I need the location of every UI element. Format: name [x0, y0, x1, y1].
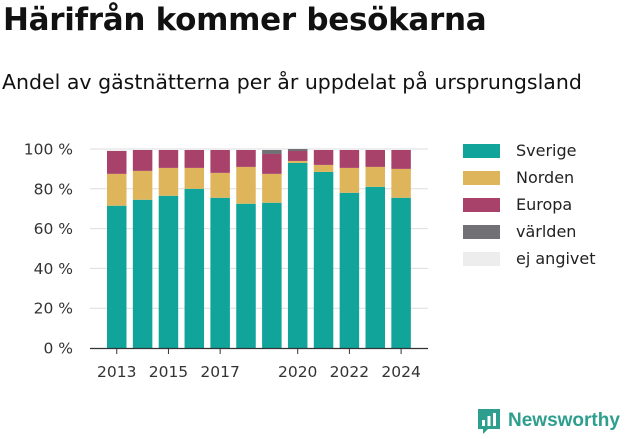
legend-swatch	[463, 197, 500, 212]
bar-segment	[339, 149, 360, 168]
legend-item-varlden: världen	[463, 218, 596, 245]
bar-segment	[313, 149, 334, 165]
bar-segment	[262, 149, 282, 150]
bar-segment	[339, 167, 360, 193]
brand-name: Newsworthy	[508, 410, 620, 431]
bar-segment	[132, 170, 153, 200]
legend-label: Europa	[516, 195, 573, 214]
x-tick-label: 2017	[200, 363, 239, 381]
x-axis	[90, 347, 428, 354]
bar-segment	[107, 150, 127, 174]
bar-segment	[210, 197, 230, 348]
bar-segment	[339, 192, 360, 348]
x-tick-label: 2022	[330, 363, 369, 381]
bar-segment	[287, 162, 308, 348]
bar-segment	[365, 186, 385, 348]
newsworthy-logo: Newsworthy	[476, 407, 620, 435]
bar-segment	[184, 149, 205, 150]
legend-label: Norden	[516, 168, 575, 187]
bar-segment	[236, 149, 256, 167]
bar-segment	[132, 149, 153, 150]
bar-segment	[287, 150, 308, 161]
bar-segment	[391, 149, 411, 169]
bar-segment	[391, 197, 411, 348]
legend-swatch	[463, 224, 500, 239]
bar-segment	[313, 171, 334, 348]
bar-segment	[262, 149, 282, 154]
bar-segment	[184, 188, 205, 348]
bar-segment	[158, 149, 179, 168]
legend-swatch	[463, 251, 500, 266]
y-tick-label: 100 %	[24, 141, 73, 159]
bar-segment	[107, 149, 127, 151]
x-tick-label: 2015	[149, 363, 188, 381]
bar-segment	[210, 149, 230, 150]
x-tick-label: 2020	[278, 363, 317, 381]
bar-segment	[107, 173, 127, 206]
legend-item-ej-angivet: ej angivet	[463, 245, 596, 272]
y-tick-label: 80 %	[34, 180, 73, 198]
bar-segment	[391, 168, 411, 198]
x-tick-labels: 2013 2015 2017 2020 2022 2024	[97, 363, 421, 381]
bar-segment	[365, 149, 385, 150]
legend: Sverige Norden Europa världen ej angivet	[463, 137, 596, 272]
legend-item-norden: Norden	[463, 164, 596, 191]
bar-segment	[184, 149, 205, 168]
bar-segment	[158, 149, 179, 150]
legend-swatch	[463, 143, 500, 158]
x-tick-label: 2013	[97, 363, 136, 381]
bar-segment	[107, 205, 127, 348]
y-tick-label: 20 %	[34, 300, 73, 318]
bar-segment	[262, 153, 282, 174]
bar-segment	[184, 167, 205, 189]
y-tick-label: 0 %	[43, 340, 73, 358]
legend-swatch	[463, 170, 500, 185]
bar-segment	[158, 195, 179, 348]
bar-segment	[339, 149, 360, 150]
bar-segment	[236, 203, 256, 348]
x-tick-label: 2024	[381, 363, 420, 381]
bar-segment	[365, 149, 385, 167]
legend-label: ej angivet	[516, 249, 596, 268]
bar-segment	[236, 149, 256, 150]
legend-label: världen	[516, 222, 577, 241]
y-tick-labels: 0 % 20 % 40 % 60 % 80 % 100 %	[24, 141, 73, 358]
newsworthy-icon	[478, 409, 500, 434]
y-tick-label: 40 %	[34, 260, 73, 278]
legend-item-sverige: Sverige	[463, 137, 596, 164]
chart-title: Härifrån kommer besökarna	[3, 2, 487, 38]
bar-segment	[262, 173, 282, 203]
bar-segment	[132, 199, 153, 348]
bar-segment	[313, 149, 334, 150]
bar-segment	[262, 202, 282, 348]
bars	[107, 149, 411, 348]
chart-subtitle: Andel av gästnätterna per år uppdelat på…	[2, 70, 582, 94]
bar-segment	[391, 149, 411, 150]
bar-segment	[210, 172, 230, 198]
bar-segment	[365, 166, 385, 187]
bar-segment	[287, 160, 308, 163]
bar-segment	[287, 149, 308, 151]
bar-segment	[210, 149, 230, 173]
bar-segment	[132, 149, 153, 171]
bar-segment	[158, 167, 179, 196]
legend-label: Sverige	[516, 141, 577, 160]
bar-segment	[236, 166, 256, 204]
bar-segment	[313, 164, 334, 172]
y-tick-label: 60 %	[34, 220, 73, 238]
legend-item-europa: Europa	[463, 191, 596, 218]
